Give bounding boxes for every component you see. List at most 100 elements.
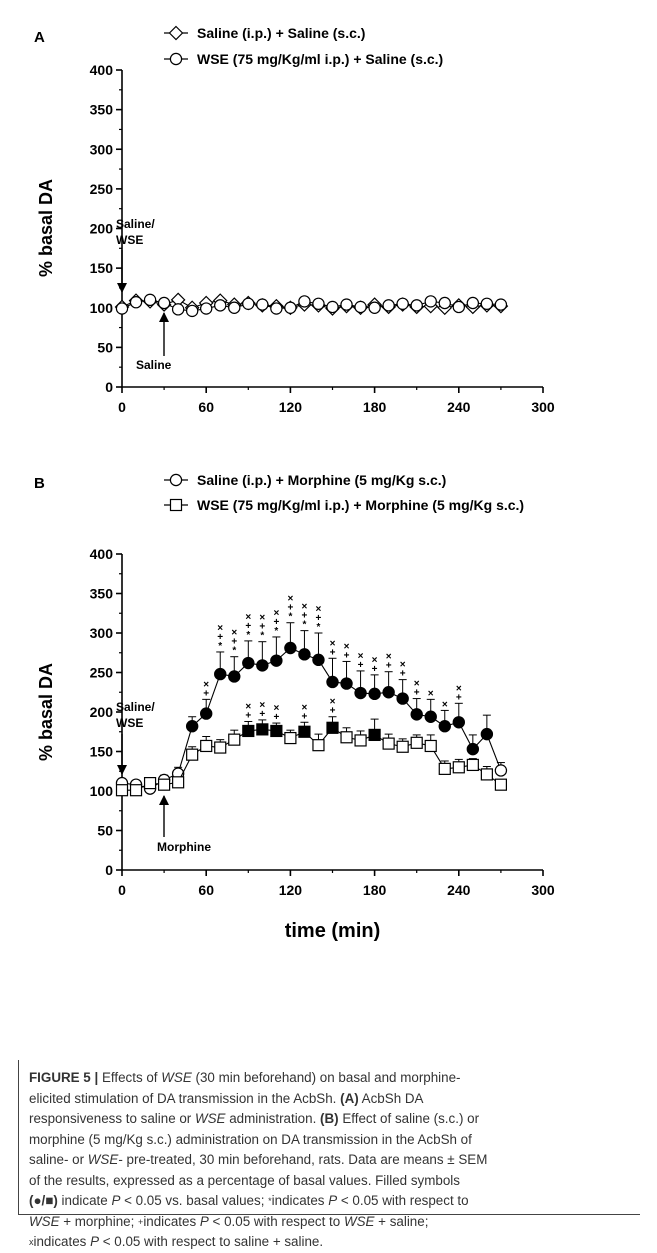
legend-marker-circle (169, 473, 183, 487)
x-tick-label: 0 (118, 882, 126, 898)
data-point (256, 659, 269, 672)
significance-mark: + (386, 661, 392, 672)
y-tick-label: 0 (105, 862, 113, 878)
data-point (115, 302, 129, 315)
data-point (312, 739, 325, 752)
significance-mark: × (273, 703, 279, 714)
x-tick-label: 120 (279, 882, 303, 898)
data-point (298, 295, 311, 308)
significance-mark: + (273, 617, 279, 628)
significance-mark: + (231, 637, 237, 648)
data-point (157, 296, 171, 310)
data-point (382, 299, 395, 312)
significance-mark: + (259, 622, 265, 633)
data-point (228, 670, 241, 683)
caption-text: AcbSh DA (358, 1090, 424, 1106)
significance-mark: + (372, 664, 378, 675)
caption-text: WSE (194, 1111, 226, 1126)
panel-b: B 0 50 100 150 200 250 300 350 400 0 60 120 180 240 300… (34, 472, 555, 942)
data-point (438, 720, 451, 733)
caption-text: responsiveness to saline or (29, 1111, 195, 1126)
data-point (129, 296, 143, 309)
data-point (270, 724, 283, 738)
caption-text: (30 min beforehand) on basal and morphin… (191, 1070, 461, 1085)
annotation-label: Saline/ (116, 700, 155, 714)
significance-mark: + (414, 688, 420, 699)
significance-mark: * (302, 620, 306, 631)
y-axis-label: % basal DA (36, 663, 56, 761)
annotation-arrow-head (117, 765, 127, 775)
significance-mark: + (287, 603, 293, 614)
data-point (214, 741, 227, 754)
caption-text: (A) (340, 1090, 359, 1106)
legend-marker-diamond (168, 25, 184, 41)
data-point (382, 737, 395, 750)
y-tick-label: 100 (90, 783, 114, 799)
data-point (284, 731, 297, 745)
caption-text: - pre-treated, 30 min beforehand, rats. … (118, 1152, 488, 1167)
caption-text: WSE (161, 1070, 192, 1085)
caption-text: Effect of saline (s.c.) or (338, 1111, 480, 1126)
caption-text: of the results, expressed as a percentag… (29, 1172, 460, 1188)
x-tick-label: 60 (198, 882, 214, 898)
data-point (368, 301, 381, 314)
data-point (340, 731, 353, 744)
data-point (480, 768, 493, 781)
data-point (368, 687, 381, 701)
legend-label: Saline (i.p.) + Morphine (5 mg/Kg s.c.) (197, 472, 446, 488)
data-point (410, 299, 423, 312)
significance-mark: × (259, 700, 265, 711)
series-line (121, 299, 501, 312)
legend-label: WSE (75 mg/Kg/ml i.p.) + Saline (s.c.) (197, 51, 443, 67)
data-point (410, 708, 423, 721)
caption-text: administration. (225, 1111, 321, 1126)
significance-mark: + (358, 660, 364, 671)
series-line (121, 647, 502, 790)
data-point (368, 728, 381, 742)
data-point (298, 725, 311, 738)
significance-mark: × (400, 660, 406, 671)
significance-mark: × (316, 604, 322, 615)
legend-label: WSE (75 mg/Kg/ml i.p.) + Morphine (5 mg/… (197, 497, 524, 513)
significance-mark: * (218, 641, 222, 652)
data-point (143, 293, 157, 307)
annotation-label: Saline/ (116, 217, 155, 231)
data-point (480, 297, 494, 310)
data-point (466, 758, 479, 772)
significance-mark: × (414, 679, 420, 690)
caption-text: saline- or (29, 1152, 88, 1167)
data-point (199, 302, 213, 315)
x-tick-label: 240 (447, 882, 471, 898)
data-point (452, 716, 465, 729)
y-axis-label: % basal DA (36, 179, 56, 277)
y-tick-label: 350 (90, 586, 114, 602)
data-point (185, 720, 199, 733)
significance-mark: + (302, 711, 308, 722)
significance-mark: × (302, 702, 308, 713)
y-tick-label: 250 (90, 665, 114, 681)
x-tick-label: 300 (531, 882, 555, 898)
data-point (424, 710, 437, 723)
caption-text: + morphine; (59, 1213, 139, 1229)
legend-marker-square (169, 498, 183, 512)
data-point (284, 301, 297, 314)
significance-mark: + (259, 709, 265, 720)
x-tick-label: 120 (279, 399, 303, 415)
data-point (199, 707, 213, 720)
caption-text: < 0.05 vs. basal values; (120, 1193, 269, 1208)
caption-text: P (199, 1213, 209, 1229)
significance-mark: × (344, 641, 350, 652)
caption-text: WSE (29, 1213, 60, 1229)
caption-text: (●/■) (29, 1193, 58, 1208)
caption-text: < 0.05 with respect to (337, 1193, 469, 1208)
data-point (172, 776, 185, 789)
annotation-arrow-head (159, 795, 169, 805)
series-line (121, 299, 501, 310)
caption-text: < 0.05 with respect to (208, 1213, 344, 1229)
significance-mark: × (386, 652, 392, 663)
data-point (256, 723, 269, 736)
significance-mark: + (400, 669, 406, 680)
data-point (214, 667, 227, 681)
data-point (340, 677, 353, 690)
y-tick-label: 150 (90, 744, 114, 760)
